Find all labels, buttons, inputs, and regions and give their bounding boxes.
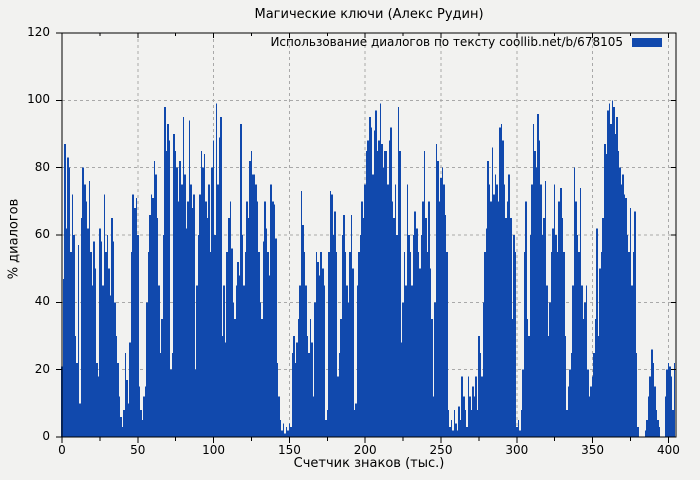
legend-label: Использование диалогов по тексту coollib… xyxy=(270,35,623,49)
y-tick-label: 120 xyxy=(27,25,50,39)
x-tick-label: 100 xyxy=(202,443,226,457)
x-tick-label: 300 xyxy=(505,443,529,457)
legend-swatch xyxy=(632,37,662,47)
legend: Использование диалогов по тексту coollib… xyxy=(270,35,662,49)
bars-series xyxy=(61,100,675,438)
axis-ticks xyxy=(56,32,676,443)
y-tick-label: 0 xyxy=(42,429,50,443)
x-tick-label: 150 xyxy=(277,443,301,457)
chart-title: Магические ключи (Алекс Рудин) xyxy=(254,7,484,22)
y-tick-label: 80 xyxy=(34,159,50,174)
x-tick-label: 200 xyxy=(353,443,377,457)
y-tick-label: 20 xyxy=(34,361,50,376)
y-tick-label: 100 xyxy=(27,92,50,107)
x-tick-label: 400 xyxy=(656,443,680,457)
x-tick-label: 50 xyxy=(130,443,146,457)
x-axis-label: Счетчик знаков (тыс.) xyxy=(293,456,445,471)
x-tick-label: 250 xyxy=(429,443,453,457)
y-tick-label: 40 xyxy=(34,294,50,309)
x-tick-label: 350 xyxy=(581,443,605,457)
x-tick-label: 0 xyxy=(58,443,66,457)
y-tick-label: 60 xyxy=(34,227,50,241)
